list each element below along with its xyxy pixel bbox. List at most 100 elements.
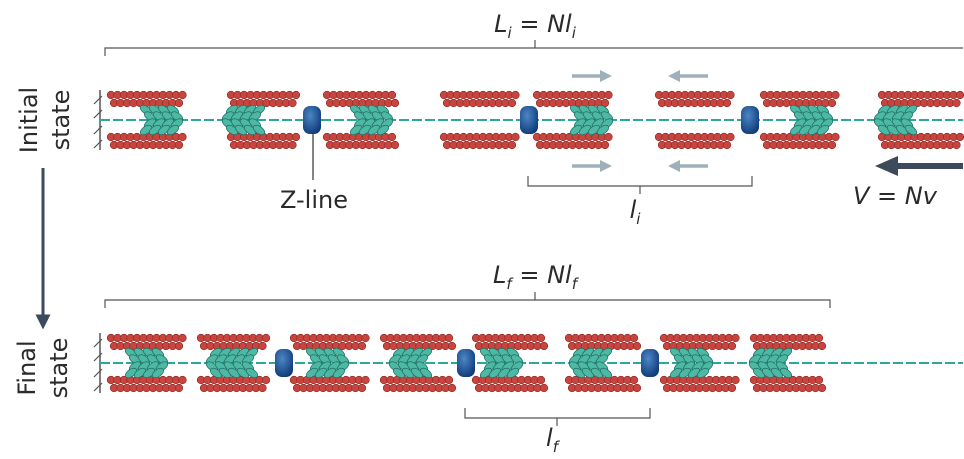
- length-label: Li = Nli: [494, 10, 577, 42]
- wall-hatch: [93, 352, 103, 362]
- actin-bead: [731, 333, 740, 343]
- myosin-head: [392, 367, 406, 379]
- actin-bead: [357, 383, 367, 393]
- sarcomere-label: lf: [546, 424, 561, 456]
- actin-bead: [629, 375, 639, 385]
- myosin-head: [225, 124, 239, 136]
- actin-bead: [604, 132, 613, 142]
- z-disk: [457, 349, 475, 377]
- myosin-head: [218, 367, 232, 379]
- actin-bead: [629, 333, 639, 343]
- myosin-head: [124, 367, 138, 379]
- myosin-head: [816, 124, 830, 136]
- myosin-head: [401, 367, 415, 379]
- actin-bead: [178, 333, 187, 343]
- actin-bead: [174, 140, 184, 150]
- actin-bead: [390, 140, 400, 150]
- myosin-head: [151, 367, 165, 379]
- length-bracket: [104, 292, 831, 308]
- state-label: state: [47, 90, 75, 151]
- actin-bead: [952, 140, 961, 150]
- actin-bead: [447, 341, 457, 351]
- myosin-head: [419, 367, 433, 379]
- wall-hatch: [93, 125, 103, 135]
- actin-bead: [604, 90, 613, 100]
- sarcomere-bracket: [464, 408, 651, 426]
- wall-hatch: [93, 95, 103, 105]
- myosin-head: [243, 124, 257, 136]
- actin-bead: [511, 90, 520, 100]
- myosin-head: [569, 124, 583, 136]
- myosin-head: [245, 367, 259, 379]
- actin-bead: [955, 132, 964, 142]
- velocity-arrow: [875, 156, 898, 176]
- actin-bead: [178, 375, 187, 385]
- myosin-head: [332, 367, 346, 379]
- myosin-head: [578, 124, 592, 136]
- length-bracket: [104, 40, 963, 56]
- z-disk: [303, 106, 321, 134]
- actin-bead: [817, 383, 827, 393]
- actin-bead: [727, 341, 737, 351]
- actin-bead: [390, 98, 400, 108]
- myosin-head: [596, 124, 610, 136]
- actin-bead: [831, 90, 840, 100]
- actin-bead: [258, 383, 267, 393]
- myosin-head: [358, 124, 372, 136]
- myosin-head: [678, 367, 692, 379]
- actin-bead: [387, 132, 397, 142]
- myosin-head: [904, 124, 918, 136]
- myosin-head: [687, 367, 701, 379]
- actin-bead: [361, 375, 370, 385]
- actin-bead: [444, 375, 454, 385]
- actin-bead: [447, 383, 457, 393]
- myosin-head: [227, 367, 241, 379]
- sliding-arrow-head: [600, 70, 612, 82]
- myosin-head: [209, 367, 223, 379]
- z-line-label: Z-line: [280, 186, 348, 214]
- myosin-head: [148, 124, 162, 136]
- actin-bead: [261, 375, 271, 385]
- sliding-arrow-head: [668, 70, 680, 82]
- myosin-head: [770, 367, 784, 379]
- myosin-head: [696, 367, 710, 379]
- wall-hatch: [93, 139, 103, 149]
- myosin-head: [234, 124, 248, 136]
- actin-bead: [507, 98, 517, 108]
- myosin-head: [367, 124, 381, 136]
- myosin-head: [581, 367, 595, 379]
- myosin-head: [506, 367, 520, 379]
- actin-bead: [536, 333, 546, 343]
- actin-bead: [952, 98, 961, 108]
- actin-bead: [727, 383, 737, 393]
- myosin-head: [895, 124, 909, 136]
- actin-bead: [288, 98, 297, 108]
- z-disk: [520, 106, 538, 134]
- myosin-head: [877, 124, 891, 136]
- state-label: Initial: [15, 87, 43, 153]
- actin-bead: [600, 140, 610, 150]
- actin-bead: [726, 132, 735, 142]
- actin-bead: [357, 341, 367, 351]
- myosin-head: [133, 367, 147, 379]
- actin-bead: [178, 90, 187, 100]
- myosin-head: [669, 367, 683, 379]
- wall-hatch: [93, 382, 103, 392]
- wall-hatch: [93, 109, 103, 119]
- actin-bead: [387, 90, 397, 100]
- actin-bead: [722, 98, 732, 108]
- actin-bead: [814, 333, 824, 343]
- actin-bead: [174, 98, 184, 108]
- actin-bead: [955, 90, 964, 100]
- actin-bead: [731, 375, 740, 385]
- actin-bead: [632, 383, 642, 393]
- myosin-head: [305, 367, 319, 379]
- myosin-head: [349, 124, 363, 136]
- myosin-head: [314, 367, 328, 379]
- actin-bead: [827, 98, 837, 108]
- myosin-head: [323, 367, 337, 379]
- myosin-head: [761, 367, 775, 379]
- myosin-head: [376, 124, 390, 136]
- actin-bead: [261, 333, 271, 343]
